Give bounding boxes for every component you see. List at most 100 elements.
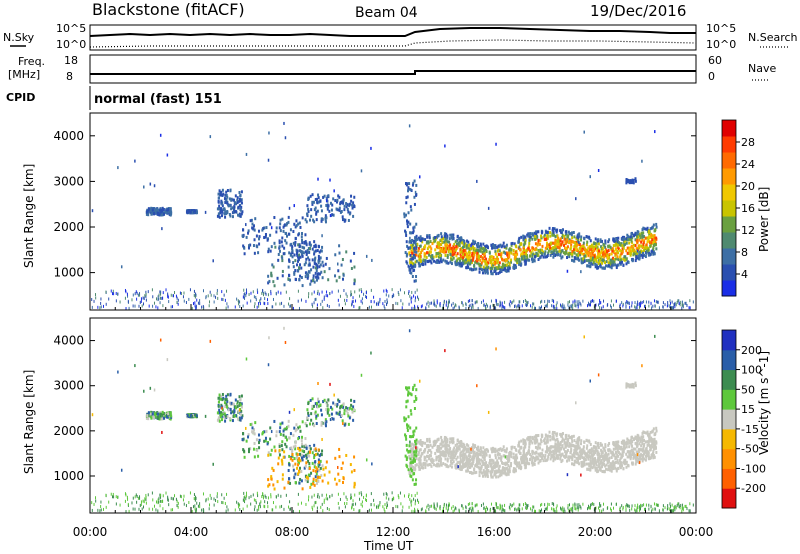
power-cell — [366, 295, 368, 299]
power-cell — [653, 234, 656, 238]
power-cell — [615, 238, 618, 242]
power-cell — [313, 240, 316, 244]
velocity-cell — [189, 414, 192, 418]
power-cell — [593, 248, 596, 252]
power-cell — [313, 244, 316, 248]
velocity-cell — [217, 416, 220, 420]
power-cell — [454, 240, 457, 244]
power-cell — [497, 244, 500, 248]
power-cell — [549, 253, 552, 257]
power-cell — [526, 256, 529, 260]
power-cell — [355, 299, 357, 303]
power-cell — [479, 264, 482, 268]
power-cell — [435, 252, 438, 256]
velocity-cell — [317, 400, 320, 404]
velocity-cell — [307, 473, 310, 477]
velocity-cell — [202, 508, 204, 512]
power-cell — [622, 304, 624, 308]
velocity-cell — [323, 398, 326, 402]
power-cell — [113, 292, 115, 296]
power-cell — [220, 199, 223, 203]
power-cell — [150, 212, 153, 216]
power-cell — [315, 297, 317, 301]
velocity-cell — [218, 393, 221, 397]
power-cell — [351, 292, 353, 296]
power-cell — [612, 239, 615, 243]
power-cell — [492, 263, 495, 267]
power-cell — [525, 303, 527, 307]
power-cell — [553, 249, 556, 253]
power-cell — [570, 244, 573, 248]
power-cell — [350, 199, 353, 203]
power-cell — [291, 249, 294, 253]
power-cell — [326, 290, 328, 294]
power-cell — [662, 305, 664, 309]
power-cell — [512, 249, 515, 253]
power-cell — [294, 243, 297, 247]
power-cell — [528, 254, 531, 258]
power-cell — [640, 304, 642, 308]
power-cell — [141, 304, 143, 308]
power-cell — [545, 241, 548, 245]
velocity-cell — [671, 503, 673, 507]
power-cell — [605, 264, 608, 268]
power-cell — [449, 233, 452, 237]
velocity-cell — [234, 398, 237, 402]
power-cell — [616, 249, 619, 253]
velocity-cell — [225, 403, 228, 407]
velocity-cell — [283, 486, 286, 490]
velocity-cell — [163, 416, 166, 420]
velocity-cell — [379, 503, 381, 507]
velocity-cell — [358, 509, 360, 513]
power-cell — [626, 301, 628, 305]
power-cell — [467, 250, 470, 254]
velocity-cell — [304, 464, 307, 468]
power-cell — [548, 243, 551, 247]
velocity-cell — [513, 502, 515, 506]
velocity-cell — [244, 495, 246, 499]
power-cell — [415, 247, 418, 251]
power-cell — [550, 250, 553, 254]
velocity-cell — [351, 496, 353, 500]
velocity-cell — [309, 447, 312, 451]
power-cell — [509, 250, 512, 254]
power-cell — [471, 258, 474, 262]
power-cell — [580, 238, 583, 242]
velocity-cell — [218, 400, 221, 404]
velocity-cell — [540, 440, 543, 444]
power-cell — [300, 238, 303, 242]
freq-line — [90, 70, 696, 75]
velocity-cell — [431, 504, 433, 508]
power-cell — [450, 258, 453, 262]
velocity-cell — [170, 508, 172, 512]
velocity-cell — [201, 508, 203, 512]
power-cell — [319, 199, 322, 203]
velocity-cell — [308, 495, 310, 499]
power-cell — [593, 256, 596, 260]
power-cell — [418, 253, 421, 257]
velocity-cell — [311, 397, 314, 401]
velocity-cell — [679, 506, 681, 510]
power-cell — [320, 209, 323, 213]
power-cell — [593, 299, 595, 303]
velocity-cell — [523, 503, 525, 507]
power-cell — [622, 246, 625, 250]
power-cell — [268, 131, 270, 135]
power-cell — [168, 300, 170, 304]
velocity-cell — [436, 504, 438, 508]
power-cell — [565, 251, 568, 255]
velocity-cell — [142, 499, 144, 503]
velocity-cell — [286, 425, 289, 429]
power-cell — [667, 301, 669, 305]
velocity-cell — [327, 481, 330, 485]
power-cell — [597, 252, 600, 256]
power-cell — [157, 212, 160, 216]
power-cell — [338, 195, 341, 199]
velocity-cell — [495, 509, 497, 513]
power-cell — [483, 251, 486, 255]
power-cell — [446, 245, 449, 249]
power-cell — [313, 250, 316, 254]
power-cell — [459, 252, 462, 256]
velocity-cell — [353, 468, 356, 472]
power-cell — [151, 208, 154, 212]
